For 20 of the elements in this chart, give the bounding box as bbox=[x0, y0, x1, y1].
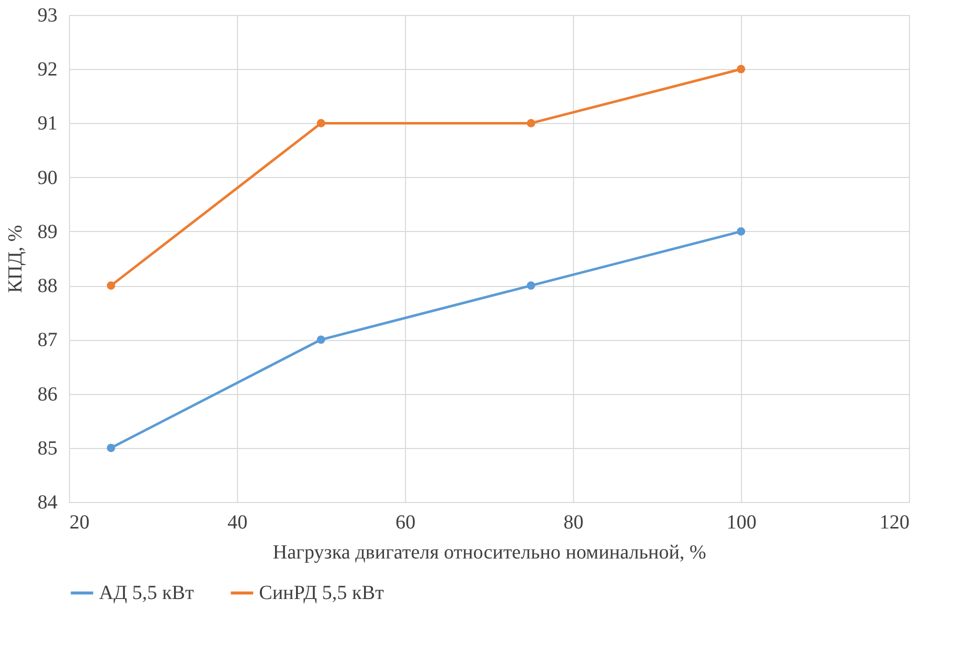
y-tick-label: 85 bbox=[38, 437, 58, 460]
x-tick-label: 100 bbox=[726, 512, 756, 534]
x-tick-label: 80 bbox=[564, 512, 584, 534]
y-tick-label: 92 bbox=[38, 58, 58, 81]
x-axis-title: Нагрузка двигателя относительно номинальной, % bbox=[272, 542, 706, 564]
x-tick-label: 20 bbox=[70, 512, 90, 534]
y-tick-label: 91 bbox=[38, 112, 58, 135]
y-tick-label: 89 bbox=[38, 220, 58, 243]
x-tick-label: 40 bbox=[228, 512, 248, 534]
y-tick-label: 90 bbox=[38, 166, 58, 189]
y-tick-label: 88 bbox=[38, 275, 58, 298]
y-tick-label: 87 bbox=[38, 329, 58, 352]
legend-label: СинРД 5,5 кВт bbox=[259, 582, 384, 604]
x-tick-label: 120 bbox=[880, 512, 910, 534]
y-tick-label: 86 bbox=[38, 383, 58, 406]
y-tick-label: 84 bbox=[38, 492, 58, 514]
y-axis-title: КПД, % bbox=[4, 224, 26, 294]
y-tick-label: 93 bbox=[38, 4, 58, 26]
legend-label: АД 5,5 кВт bbox=[99, 582, 194, 604]
x-tick-label: 60 bbox=[396, 512, 416, 534]
